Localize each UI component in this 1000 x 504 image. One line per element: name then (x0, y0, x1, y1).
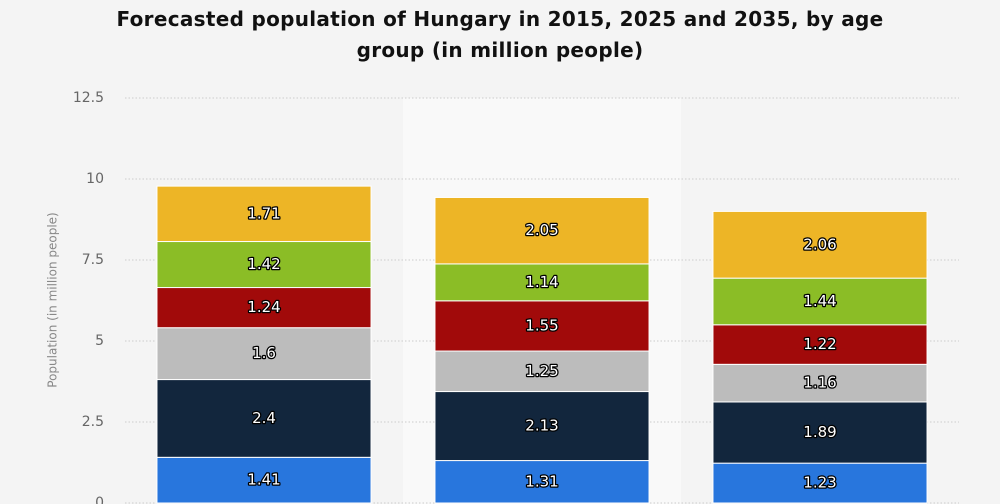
bar-segment (434, 350, 650, 393)
data-label: 1.89 (803, 423, 836, 441)
bar-segment (434, 263, 650, 302)
bar-segment (712, 210, 928, 279)
y-tick-label: 10 (86, 171, 104, 187)
data-label: 1.41 (247, 471, 280, 489)
data-label: 2.4 (252, 409, 276, 427)
y-tick-label: 5 (95, 333, 104, 349)
data-label: 2.06 (803, 235, 836, 253)
data-label: 1.31 (525, 472, 558, 490)
data-label: 2.13 (525, 417, 558, 435)
bar-segment (434, 460, 650, 504)
bar-segment (712, 462, 928, 504)
data-label: 2.05 (525, 221, 558, 239)
y-axis-title: Population (in million people) (46, 212, 60, 387)
bar-segment (712, 401, 928, 464)
bar-segment (156, 456, 372, 504)
bar-segment (712, 363, 928, 403)
data-label: 1.16 (803, 374, 836, 392)
y-tick-label: 12.5 (73, 90, 104, 106)
chart-title: Forecasted population of Hungary in 2015… (116, 7, 884, 62)
data-label: 1.22 (803, 335, 836, 353)
bar-segment (434, 391, 650, 462)
bar-segment (712, 324, 928, 365)
y-tick-label: 7.5 (82, 252, 104, 268)
data-label: 1.24 (247, 298, 280, 316)
bar-segment (156, 185, 372, 243)
bar-segment (156, 379, 372, 458)
data-label: 1.14 (525, 273, 558, 291)
bar-segment (434, 196, 650, 265)
data-label: 1.71 (247, 204, 280, 222)
data-label: 1.23 (803, 474, 836, 492)
data-label: 1.6 (252, 344, 276, 362)
bar-segment (712, 277, 928, 326)
data-label: 1.25 (525, 362, 558, 380)
y-tick-label: 0 (95, 495, 104, 504)
data-label: 1.42 (247, 255, 280, 273)
data-label: 1.55 (525, 316, 558, 334)
y-tick-label: 2.5 (82, 414, 104, 430)
data-label: 1.44 (803, 292, 836, 310)
bar-segment (434, 300, 650, 352)
